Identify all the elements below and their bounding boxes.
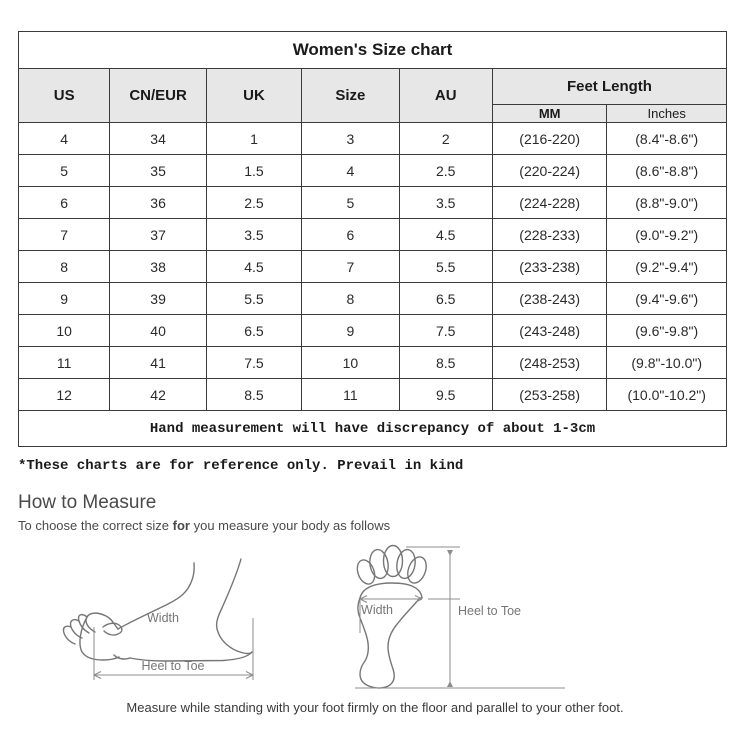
svg-text:Heel to Toe: Heel to Toe — [458, 604, 521, 618]
svg-text:Width: Width — [361, 603, 393, 617]
svg-text:Width: Width — [147, 611, 179, 625]
svg-text:Heel to Toe: Heel to Toe — [141, 659, 204, 673]
